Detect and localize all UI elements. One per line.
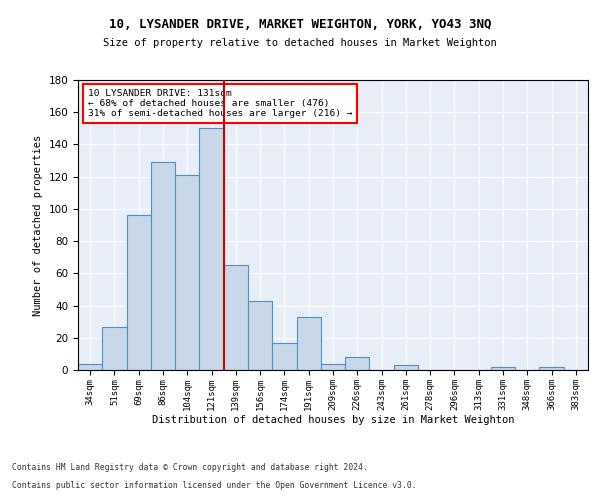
Text: Contains public sector information licensed under the Open Government Licence v3: Contains public sector information licen… — [12, 481, 416, 490]
Text: Size of property relative to detached houses in Market Weighton: Size of property relative to detached ho… — [103, 38, 497, 48]
Bar — [272, 342, 296, 370]
Bar — [78, 364, 102, 370]
Bar — [296, 317, 321, 370]
Y-axis label: Number of detached properties: Number of detached properties — [33, 134, 43, 316]
Bar — [224, 266, 248, 370]
Bar — [151, 162, 175, 370]
Bar — [345, 357, 370, 370]
Bar — [248, 300, 272, 370]
Bar — [491, 367, 515, 370]
Bar — [127, 216, 151, 370]
Bar — [321, 364, 345, 370]
Text: Contains HM Land Registry data © Crown copyright and database right 2024.: Contains HM Land Registry data © Crown c… — [12, 464, 368, 472]
Bar — [539, 367, 564, 370]
Bar — [102, 326, 127, 370]
Text: 10 LYSANDER DRIVE: 131sqm
← 68% of detached houses are smaller (476)
31% of semi: 10 LYSANDER DRIVE: 131sqm ← 68% of detac… — [88, 88, 353, 118]
Text: 10, LYSANDER DRIVE, MARKET WEIGHTON, YORK, YO43 3NQ: 10, LYSANDER DRIVE, MARKET WEIGHTON, YOR… — [109, 18, 491, 30]
Bar — [199, 128, 224, 370]
Bar — [175, 175, 199, 370]
X-axis label: Distribution of detached houses by size in Market Weighton: Distribution of detached houses by size … — [152, 416, 514, 426]
Bar — [394, 365, 418, 370]
